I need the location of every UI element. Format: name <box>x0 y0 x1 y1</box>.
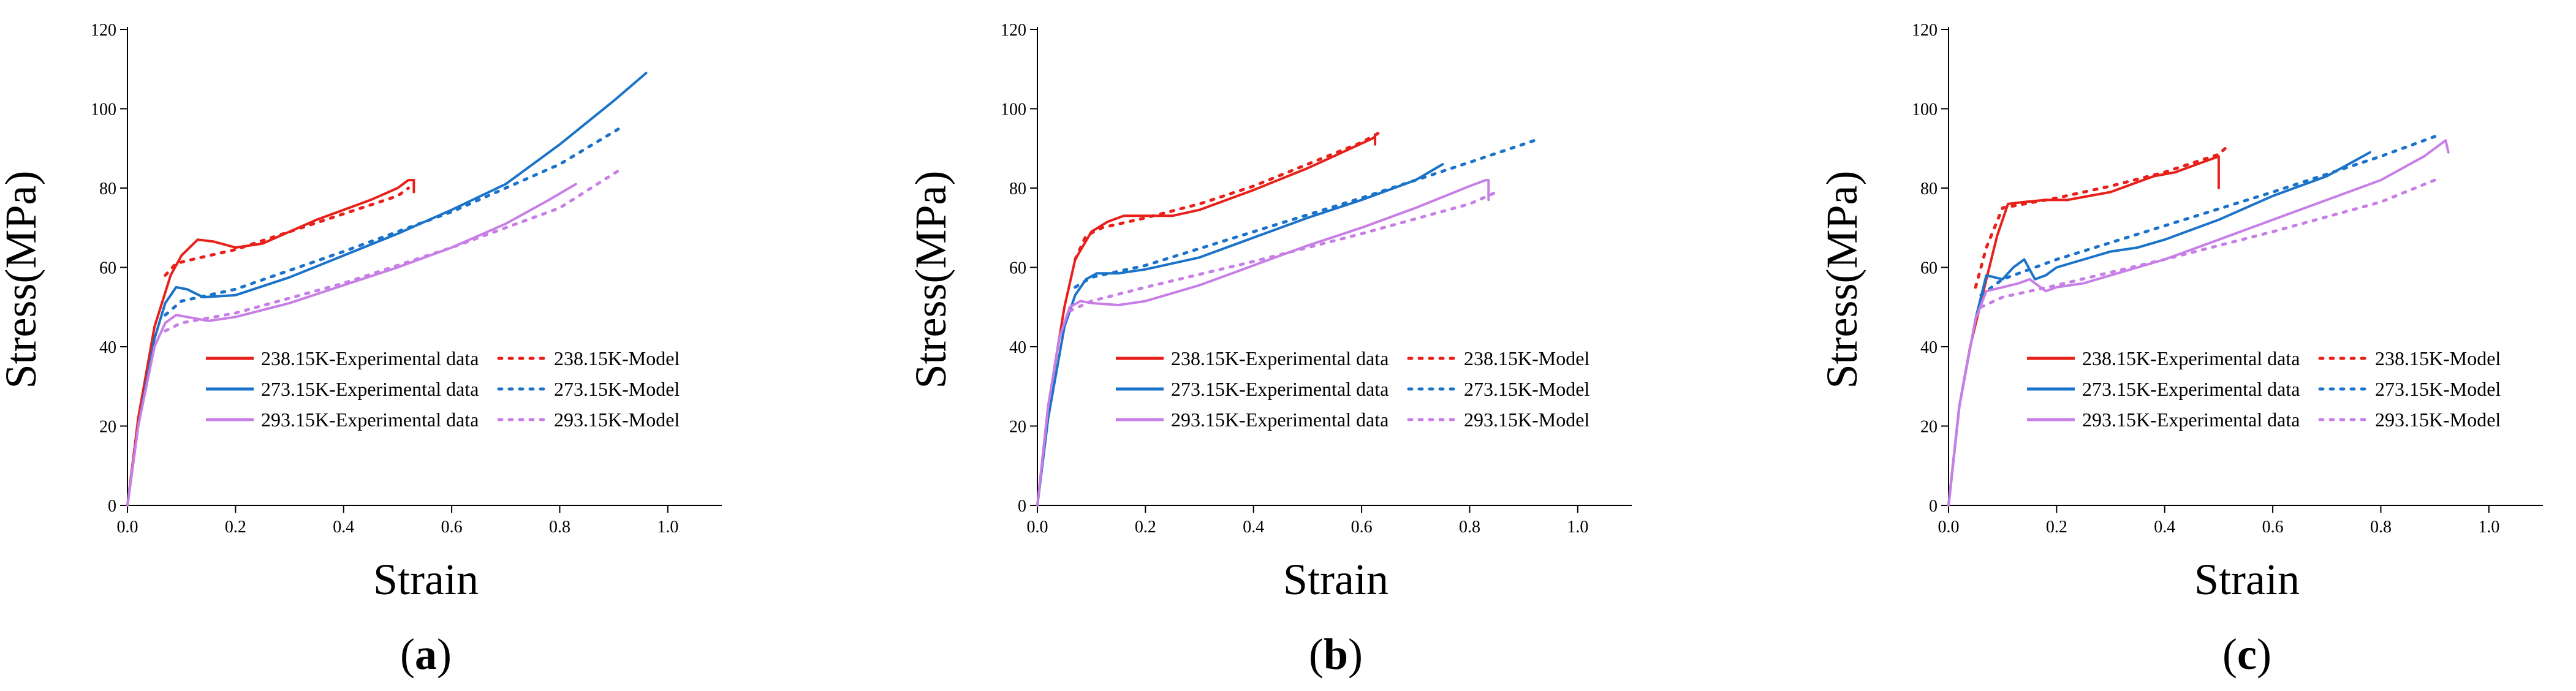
y-tick-label: 60 <box>1920 259 1938 278</box>
y-tick-label: 120 <box>1912 21 1938 40</box>
legend-label: 273.15K-Model <box>1464 378 1589 400</box>
y-tick-label: 120 <box>91 21 116 40</box>
series-line <box>1036 135 1377 507</box>
y-tick-label: 20 <box>1920 418 1938 437</box>
y-tick-label: 0 <box>1018 497 1026 516</box>
legend-label: 238.15K-Model <box>1464 347 1589 369</box>
y-tick-label: 80 <box>99 179 116 198</box>
x-tick-label: 0.2 <box>225 518 246 537</box>
y-tick-label: 40 <box>1920 338 1938 357</box>
legend-label: 293.15K-Model <box>2375 409 2501 431</box>
y-tick-label: 100 <box>1912 100 1938 119</box>
panel-label: (a) <box>400 630 452 679</box>
chart-panel-c: 0 20 40 60 80 100 120 0.0 0.2 0.4 0.6 0.8 1.0 Strain S… <box>1817 21 2543 679</box>
legend-label: 238.15K-Model <box>554 347 680 369</box>
legend-label: 273.15K-Experimental data <box>261 378 479 400</box>
legend-label: 293.15K-Experimental data <box>1171 409 1388 431</box>
x-tick-label: 0.6 <box>1351 518 1373 537</box>
y-tick-label: 80 <box>1920 179 1938 198</box>
y-tick-label: 40 <box>99 338 116 357</box>
x-tick-label: 0.6 <box>2262 518 2284 537</box>
series-line <box>1074 138 1536 289</box>
legend-label: 293.15K-Experimental data <box>261 409 479 431</box>
y-tick-label: 120 <box>1001 21 1026 40</box>
legend-label: 238.15K-Experimental data <box>2082 347 2300 369</box>
legend-label: 293.15K-Model <box>1464 409 1589 431</box>
legend-label: 273.15K-Experimental data <box>2082 378 2300 400</box>
legend-label: 238.15K-Experimental data <box>1171 347 1388 369</box>
series-line <box>126 179 415 507</box>
legend-label: 293.15K-Model <box>554 409 680 431</box>
x-tick-label: 0.0 <box>1027 518 1048 537</box>
series-line <box>126 183 577 507</box>
x-tick-label: 1.0 <box>2478 518 2499 537</box>
series-line <box>1036 179 1490 507</box>
panel-label: (c) <box>2222 630 2271 679</box>
x-tick-label: 0.0 <box>1938 518 1960 537</box>
series-line <box>126 72 648 507</box>
series-line <box>1979 178 2437 309</box>
y-tick-label: 60 <box>99 259 116 278</box>
legend-label: 238.15K-Model <box>2375 347 2501 369</box>
series-line <box>1068 191 1498 313</box>
chart-panel-a: 0 20 40 60 80 100 120 0.0 0.2 0.4 0.6 0.8 1.0 Strain S… <box>0 21 722 679</box>
x-axis-title: Strain <box>373 555 479 604</box>
x-axis-title: Strain <box>1283 555 1388 604</box>
x-tick-label: 0.4 <box>1243 518 1264 537</box>
legend-label: 293.15K-Experimental data <box>2082 409 2300 431</box>
series-line <box>1947 155 2220 507</box>
y-tick-label: 40 <box>1009 338 1026 357</box>
series-line <box>1036 163 1444 507</box>
legend-label: 273.15K-Model <box>2375 378 2501 400</box>
x-tick-label: 0.0 <box>117 518 138 537</box>
y-axis-title: Stress(MPa) <box>906 171 955 389</box>
y-tick-label: 100 <box>1001 100 1026 119</box>
y-axis-title: Stress(MPa) <box>0 171 45 389</box>
x-tick-label: 0.4 <box>2154 518 2175 537</box>
panel-label: (b) <box>1309 630 1363 679</box>
x-tick-label: 1.0 <box>657 518 678 537</box>
series-line <box>1947 139 2450 507</box>
x-tick-label: 0.2 <box>1135 518 1156 537</box>
series-line <box>164 186 410 277</box>
y-tick-label: 20 <box>1009 418 1026 437</box>
y-tick-label: 0 <box>1929 497 1938 516</box>
x-tick-label: 0.8 <box>2370 518 2392 537</box>
x-tick-label: 0.2 <box>2046 518 2067 537</box>
x-tick-label: 1.0 <box>1567 518 1588 537</box>
legend-label: 273.15K-Experimental data <box>1171 378 1388 400</box>
legend-label: 238.15K-Experimental data <box>261 347 479 369</box>
series-line <box>1947 151 2371 507</box>
y-tick-label: 20 <box>99 418 116 437</box>
chart-panel-b: 0 20 40 60 80 100 120 0.0 0.2 0.4 0.6 0.8 1.0 Strain S… <box>906 21 1632 679</box>
series-line <box>164 127 621 317</box>
series-line <box>1074 129 1385 261</box>
x-tick-label: 0.6 <box>441 518 463 537</box>
legend-label: 273.15K-Model <box>554 378 680 400</box>
x-tick-label: 0.8 <box>1459 518 1480 537</box>
series-line <box>1974 143 2231 289</box>
y-tick-label: 0 <box>108 497 116 516</box>
x-axis-title: Strain <box>2194 555 2300 604</box>
x-tick-label: 0.8 <box>549 518 570 537</box>
y-tick-label: 60 <box>1009 259 1026 278</box>
series-line <box>1979 135 2437 297</box>
y-tick-label: 80 <box>1009 179 1026 198</box>
y-tick-label: 100 <box>91 100 116 119</box>
x-tick-label: 0.4 <box>333 518 354 537</box>
y-axis-title: Stress(MPa) <box>1817 171 1866 389</box>
